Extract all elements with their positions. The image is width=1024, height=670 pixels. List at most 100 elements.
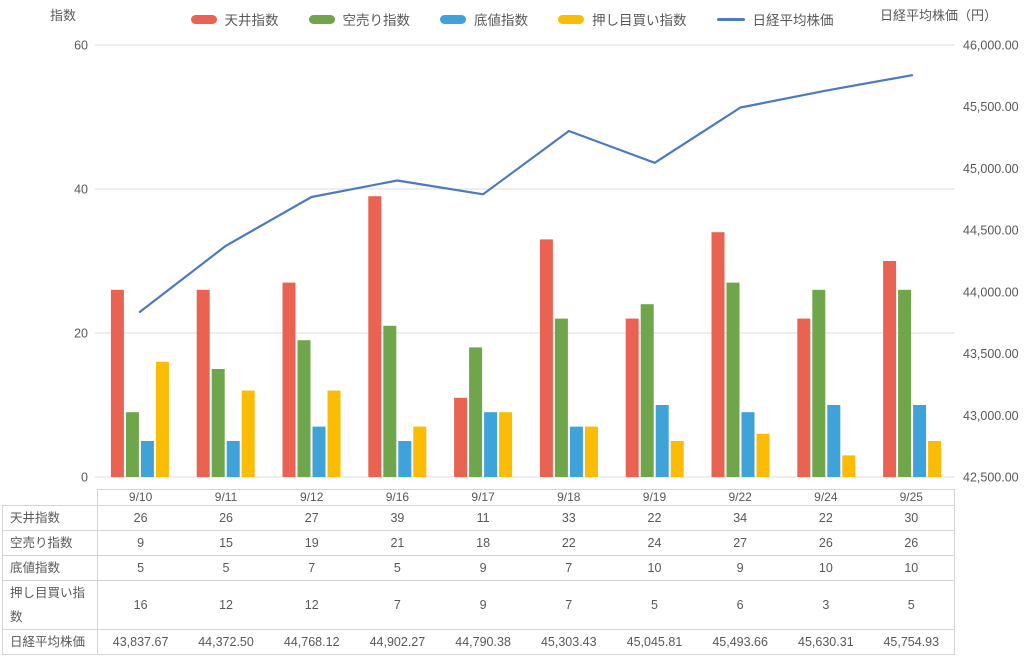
bar-天井指数-9/10 xyxy=(110,289,124,477)
table-cell: 21 xyxy=(354,530,441,556)
bar-押し目買い指数-9/24 xyxy=(842,455,856,477)
bar-押し目買い指数-9/10 xyxy=(155,361,169,477)
bar-天井指数-9/19 xyxy=(625,318,639,477)
table-cell: 44,790.38 xyxy=(440,629,526,655)
table-row-label: 日経平均株価 xyxy=(2,629,98,655)
bar-天井指数-9/17 xyxy=(454,397,468,477)
legend-item-1: 空売り指数 xyxy=(308,9,411,29)
table-cell: 7 xyxy=(268,555,355,581)
combo-chart: 60 40 20 0 46,000.00 45,500.00 45,000.00 44,500… xyxy=(74,39,1019,485)
table-cell: 6 xyxy=(697,580,783,630)
bar-天井指数-9/16 xyxy=(368,196,382,477)
table-cell: 26 xyxy=(783,530,869,556)
left-axis-tick-label: 20 xyxy=(74,327,88,341)
table-cell: 30 xyxy=(868,505,955,531)
table-cell: 45,493.66 xyxy=(697,629,783,655)
table-cell: 12 xyxy=(183,580,269,630)
left-axis-tick-label: 60 xyxy=(74,39,88,53)
table-row-label: 底値指数 xyxy=(2,555,98,581)
bar-押し目買い指数-9/12 xyxy=(327,390,341,477)
table-date-header: 9/11 xyxy=(183,489,269,506)
table-cell: 7 xyxy=(354,580,441,630)
table-cell: 22 xyxy=(611,505,698,531)
table-cell: 22 xyxy=(525,530,612,556)
bar-天井指数-9/11 xyxy=(196,289,210,477)
table-cell: 26 xyxy=(183,505,269,531)
bar-天井指数-9/25 xyxy=(883,261,897,477)
table-row: 底値指数 5 5 7 5 9 7 10 9 10 10 xyxy=(2,555,955,581)
table-date-header: 9/17 xyxy=(440,489,526,506)
bar-天井指数-9/12 xyxy=(282,282,296,477)
table-row-label: 天井指数 xyxy=(2,505,98,531)
bar-押し目買い指数-9/11 xyxy=(241,390,255,477)
legend-item-4: 日経平均株価 xyxy=(716,9,834,29)
bar-空売り指数-9/25 xyxy=(898,289,912,477)
table-cell: 24 xyxy=(611,530,698,556)
left-axis-title: 指数 xyxy=(50,8,77,23)
table-cell: 5 xyxy=(354,555,441,581)
table-date-header: 9/25 xyxy=(868,489,955,506)
bar-空売り指数-9/22 xyxy=(726,282,740,477)
bar-series-marker-icon xyxy=(190,14,217,24)
bar-空売り指数-9/17 xyxy=(469,347,483,477)
bar-押し目買い指数-9/16 xyxy=(413,426,427,477)
table-cell: 26 xyxy=(868,530,955,556)
table-cell: 11 xyxy=(440,505,526,531)
legend-label: 天井指数 xyxy=(224,13,279,28)
bar-天井指数-9/22 xyxy=(711,232,725,477)
right-axis-tick-label: 46,000.00 xyxy=(963,39,1019,53)
data-table: 9/10 9/11 9/12 9/16 9/17 9/18 9/19 9/22 9/24 9/25… xyxy=(2,489,955,655)
bar-series-marker-icon xyxy=(440,14,466,24)
legend-label: 押し目買い指数 xyxy=(592,13,687,28)
table-cell: 19 xyxy=(268,530,355,556)
table-row: 日経平均株価 43,837.67 44,372.50 44,768.12 44,902.… xyxy=(2,629,955,655)
left-axis-tick-label: 0 xyxy=(81,471,88,485)
table-cell: 7 xyxy=(525,580,612,630)
right-axis-tick-label: 45,500.00 xyxy=(963,100,1019,114)
table-cell: 7 xyxy=(525,555,612,581)
right-axis-tick-label: 44,000.00 xyxy=(963,285,1019,299)
bar-底値指数-9/25 xyxy=(913,405,927,477)
bar-天井指数-9/18 xyxy=(539,239,553,477)
bar-空売り指数-9/19 xyxy=(640,304,654,477)
bar-底値指数-9/11 xyxy=(226,441,240,477)
bar-底値指数-9/10 xyxy=(140,441,154,477)
table-row-label: 押し目買い指数 xyxy=(2,580,98,630)
table-date-header: 9/10 xyxy=(97,489,184,506)
bar-底値指数-9/16 xyxy=(398,441,412,477)
bar-底値指数-9/24 xyxy=(827,405,841,477)
legend-item-2: 底値指数 xyxy=(440,9,528,29)
right-axis-tick-label: 44,500.00 xyxy=(963,224,1019,238)
right-axis-tick-label: 43,500.00 xyxy=(963,347,1019,361)
table-row: 押し目買い指数 16 12 12 7 9 7 5 6 3 5 xyxy=(2,580,955,630)
table-cell: 12 xyxy=(268,580,355,630)
table-date-header: 9/12 xyxy=(268,489,355,506)
right-axis-tick-label: 45,000.00 xyxy=(963,162,1019,176)
table-cell: 26 xyxy=(97,505,184,531)
table-cell: 22 xyxy=(783,505,869,531)
table-cell: 43,837.67 xyxy=(97,629,184,655)
table-cell: 15 xyxy=(183,530,269,556)
right-axis-tick-label: 42,500.00 xyxy=(963,471,1019,485)
table-cell: 5 xyxy=(183,555,269,581)
bar-空売り指数-9/11 xyxy=(211,369,225,477)
bar-series-marker-icon xyxy=(308,14,335,24)
table-cell: 9 xyxy=(440,580,526,630)
right-axis-title: 日経平均株価（円） xyxy=(879,8,997,23)
right-axis-tick-label: 43,000.00 xyxy=(963,409,1019,423)
bar-底値指数-9/12 xyxy=(312,426,326,477)
table-cell: 27 xyxy=(268,505,355,531)
table-corner-cell xyxy=(2,489,98,506)
table-cell: 9 xyxy=(697,555,783,581)
legend-label: 空売り指数 xyxy=(342,13,411,28)
legend-label: 底値指数 xyxy=(474,13,528,28)
legend-label: 日経平均株価 xyxy=(752,13,834,28)
table-row: 天井指数 26 26 27 39 11 33 22 34 22 30 xyxy=(2,505,955,531)
bar-押し目買い指数-9/22 xyxy=(756,433,770,477)
left-axis-tick-label: 40 xyxy=(74,183,88,197)
table-cell: 39 xyxy=(354,505,441,531)
bar-空売り指数-9/12 xyxy=(297,340,311,477)
bar-底値指数-9/17 xyxy=(484,412,498,477)
table-body: 9/10 9/11 9/12 9/16 9/17 9/18 9/19 9/22 9/24 9/25… xyxy=(2,489,955,655)
